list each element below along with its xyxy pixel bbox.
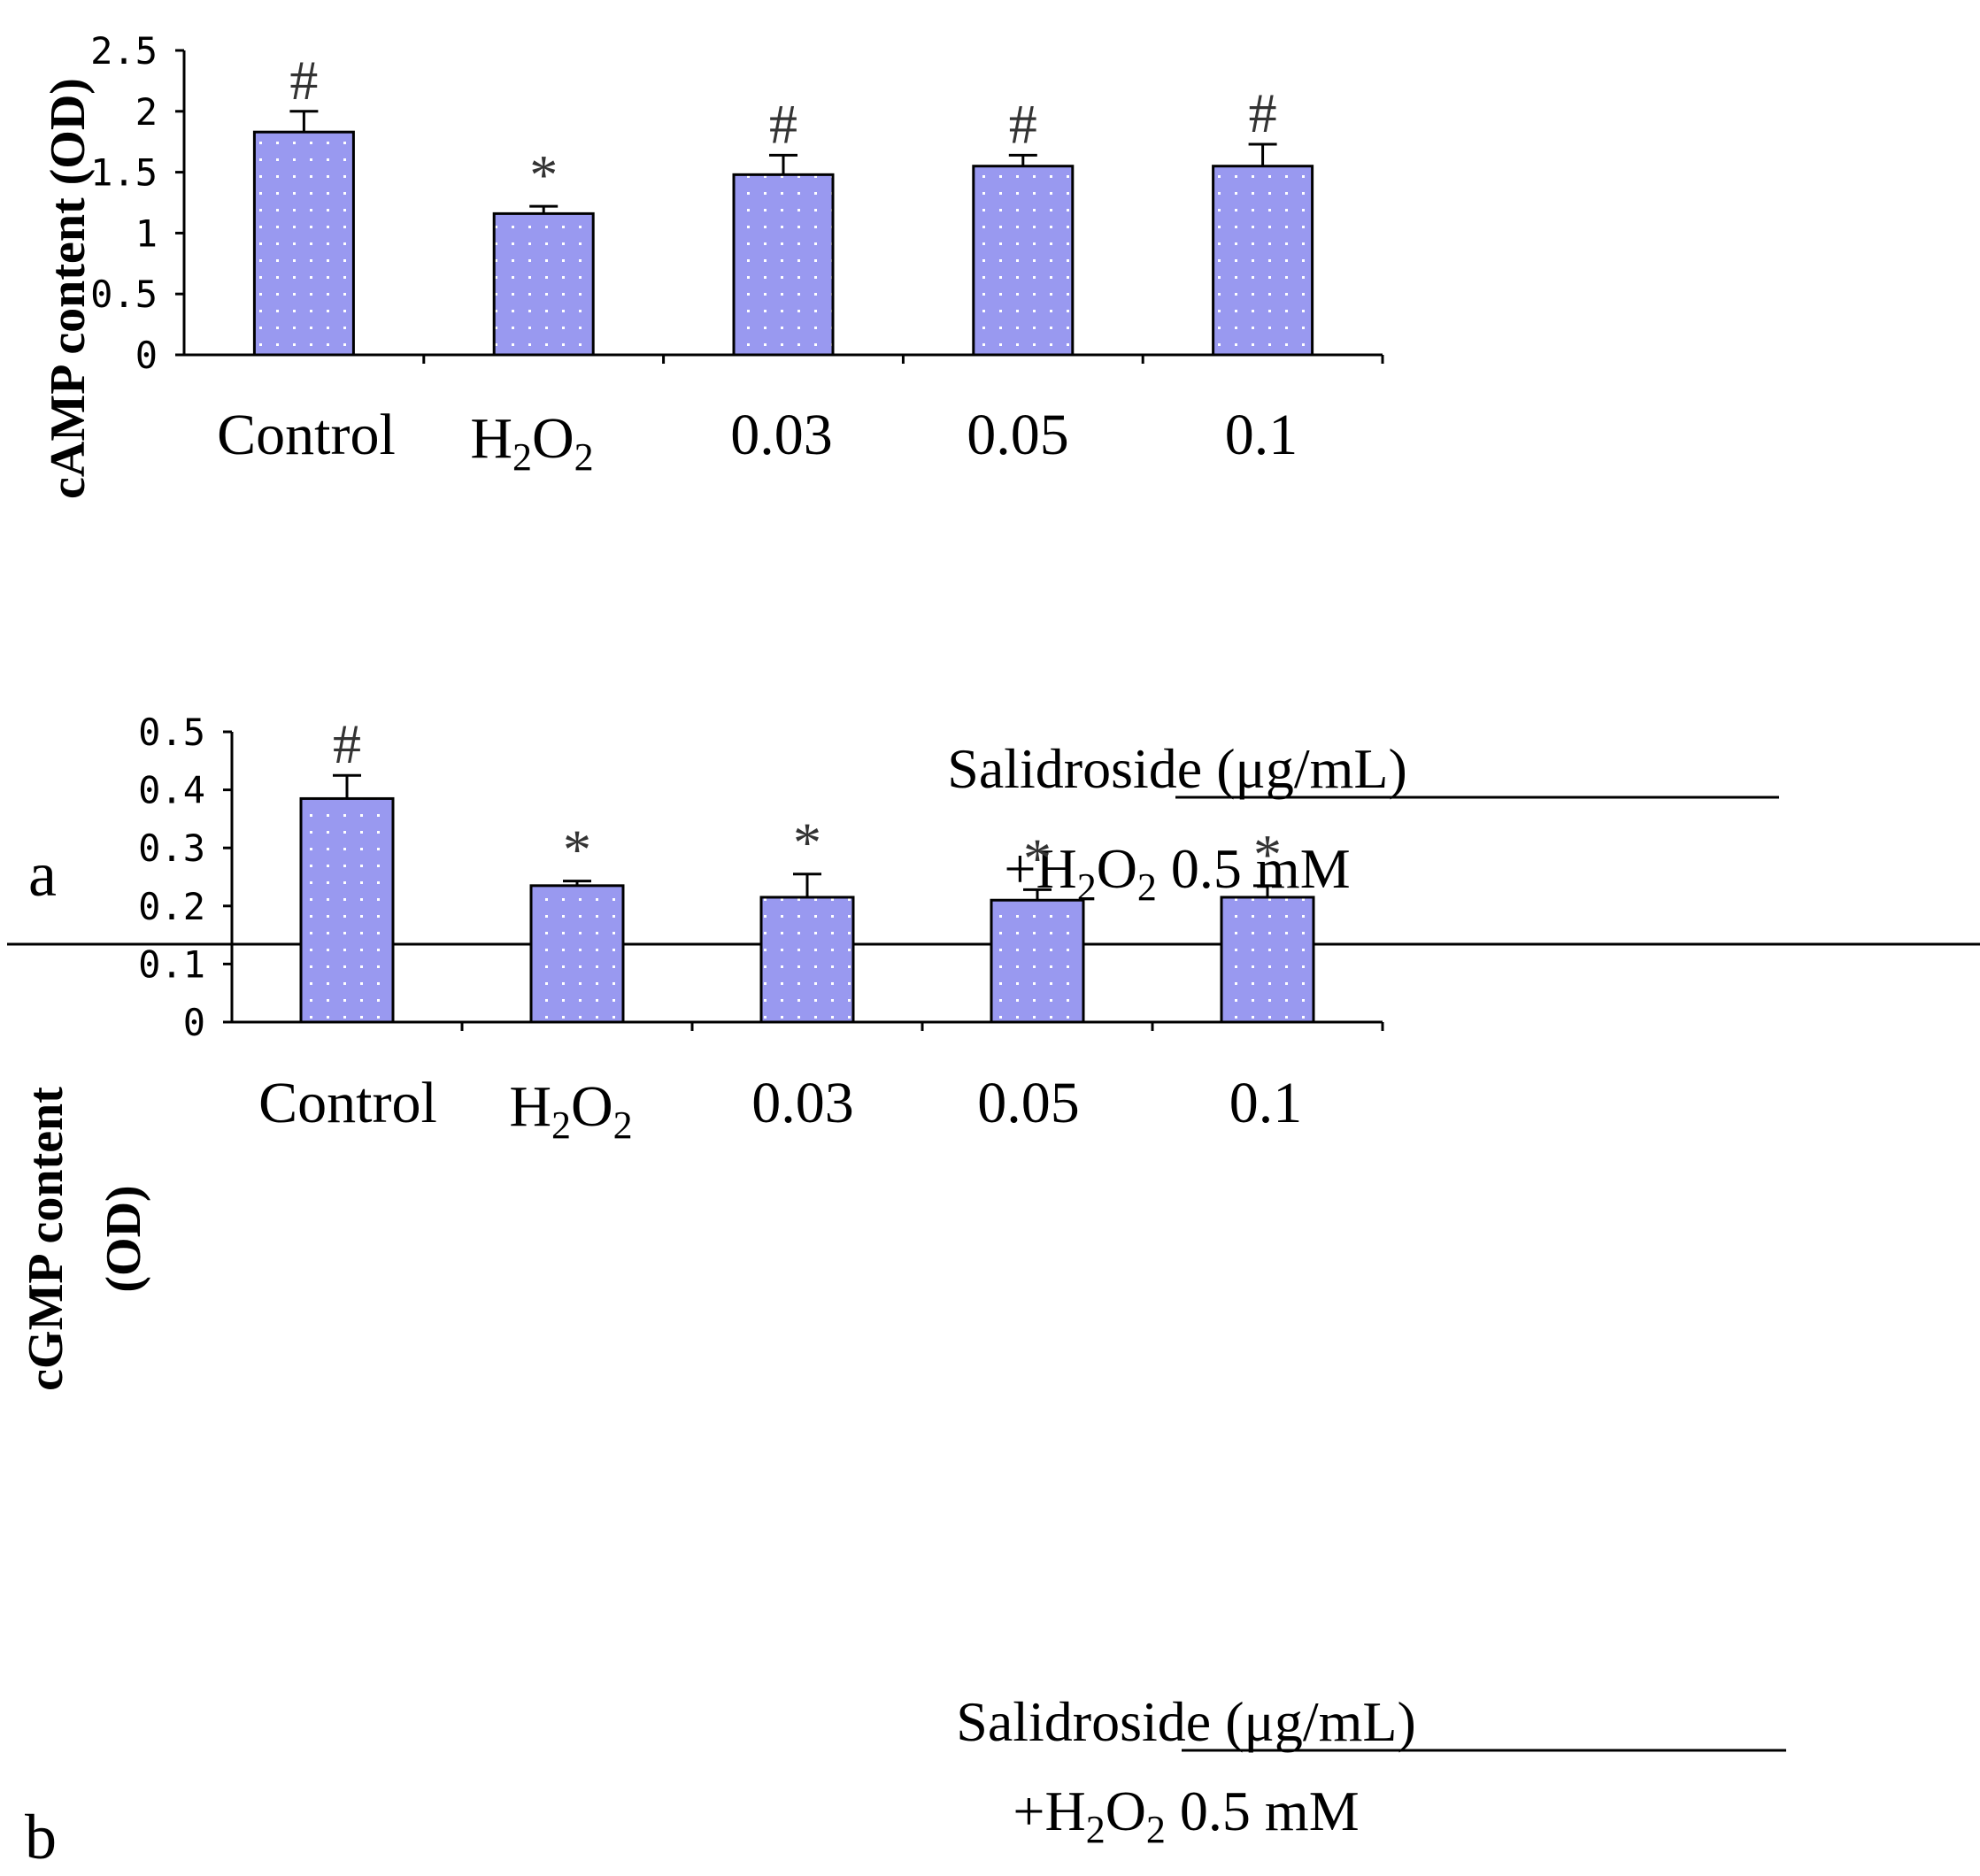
y-axis-label-b-line2: (OD) [96, 1185, 151, 1292]
group-sublabel-a: +H2O2 0.5 mM [1004, 837, 1350, 909]
bar-b [299, 796, 395, 1024]
y-tick-label-b: 0.4 [138, 769, 205, 812]
panel-label-a: a [28, 839, 57, 910]
significance-mark-b: * [1023, 827, 1052, 889]
significance-mark-a: * [529, 143, 558, 206]
y-tick-label-a: 2 [135, 90, 158, 134]
bar-b [990, 898, 1085, 1024]
bar-b [1220, 896, 1315, 1024]
category-label-a: H2O2 [470, 406, 593, 479]
chart-panel-a: cAMP content (OD) a Salidroside (μg/mL) … [28, 29, 1779, 910]
group-sublabel-b: +H2O2 0.5 mM [1013, 1780, 1359, 1851]
significance-mark-a: # [769, 92, 797, 155]
y-tick-label-b: 0.3 [138, 827, 205, 870]
bar-a [492, 211, 595, 357]
category-label-a: 0.1 [1225, 403, 1298, 467]
category-label-b: 0.03 [751, 1071, 854, 1135]
significance-mark-b: # [333, 712, 361, 775]
y-axis-label-a: cAMP content (OD) [41, 78, 96, 499]
y-axis-label-b-line1: cGMP content [19, 1087, 73, 1391]
category-label-b: Control [258, 1071, 437, 1135]
bar-a [1212, 165, 1314, 357]
bar-a [972, 165, 1075, 357]
y-tick-label-b: 0 [183, 1001, 205, 1044]
category-label-b: 0.05 [977, 1071, 1080, 1135]
significance-mark-b: * [1253, 823, 1282, 886]
category-label-a: 0.05 [967, 403, 1069, 467]
bar-b [529, 884, 625, 1024]
y-tick-label-a: 1.5 [90, 151, 158, 195]
y-tick-label-a: 2.5 [90, 29, 158, 73]
panel-label-b: b [25, 1802, 57, 1872]
significance-mark-b: * [563, 819, 591, 881]
y-tick-label-b: 0.1 [138, 942, 205, 986]
y-tick-label-a: 0.5 [90, 273, 158, 316]
y-tick-label-a: 0 [135, 334, 158, 377]
category-label-a: Control [217, 403, 396, 467]
significance-mark-a: # [289, 49, 318, 111]
y-tick-label-b: 0.5 [138, 711, 205, 754]
category-label-b: 0.1 [1229, 1071, 1303, 1135]
significance-mark-b: * [793, 811, 821, 874]
category-label-a: 0.03 [730, 403, 833, 467]
y-tick-label-b: 0.2 [138, 885, 205, 928]
y-tick-label-a: 1 [135, 211, 158, 255]
category-label-b: H2O2 [509, 1074, 632, 1147]
bar-b [759, 896, 855, 1024]
chart-panel-b: cGMP content (OD) b Salidroside (μg/mL) … [19, 711, 1786, 1872]
significance-mark-a: # [1009, 92, 1037, 155]
group-label-b: Salidroside (μg/mL) [956, 1690, 1416, 1753]
bar-a [732, 173, 835, 357]
group-label-a: Salidroside (μg/mL) [947, 737, 1407, 800]
bar-a [252, 130, 355, 357]
significance-mark-a: # [1249, 81, 1277, 144]
